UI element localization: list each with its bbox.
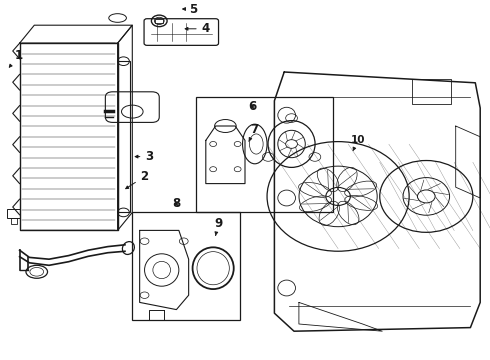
Bar xyxy=(118,61,130,212)
Text: 7: 7 xyxy=(249,123,259,141)
Text: 5: 5 xyxy=(183,3,197,15)
Bar xyxy=(155,19,163,23)
Text: 4: 4 xyxy=(185,22,210,35)
Text: 9: 9 xyxy=(214,217,222,235)
Bar xyxy=(132,212,240,320)
Text: 2: 2 xyxy=(126,170,148,189)
Text: 1: 1 xyxy=(9,49,23,67)
Text: 6: 6 xyxy=(248,100,256,113)
Bar xyxy=(7,209,20,218)
Text: 3: 3 xyxy=(135,150,153,163)
Text: 8: 8 xyxy=(172,197,180,210)
Text: 10: 10 xyxy=(350,135,365,151)
Bar xyxy=(11,218,17,224)
Bar xyxy=(196,97,333,212)
